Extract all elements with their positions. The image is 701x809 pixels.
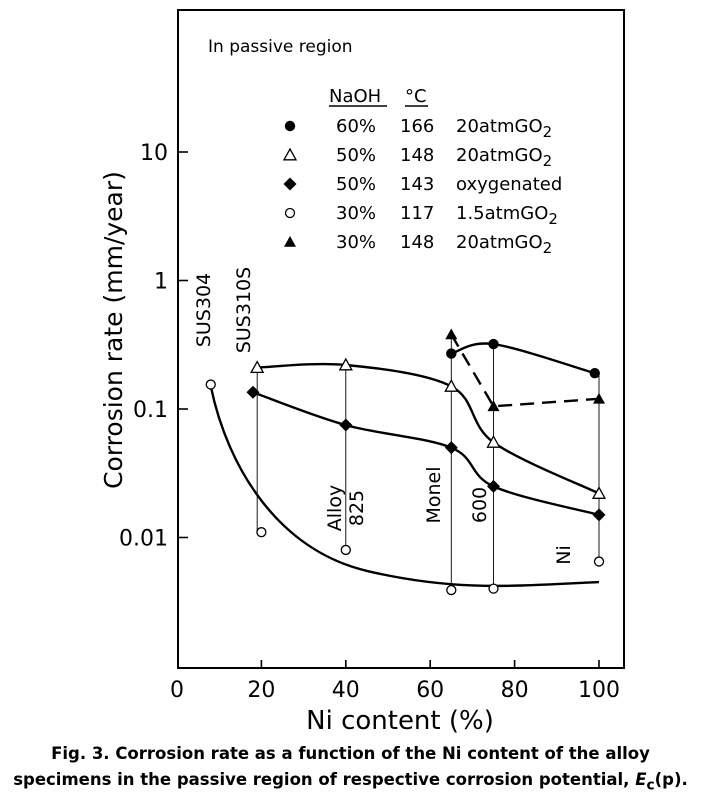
data-point-open-circle: [256, 527, 267, 538]
y-axis-label: Corrosion rate (mm/year): [99, 171, 128, 489]
legend-marker-filled-triangle: [284, 236, 296, 247]
data-point-open-triangle: [591, 486, 607, 499]
data-point-filled-triangle: [487, 400, 500, 412]
alloy-label-text: Monel: [423, 466, 445, 523]
series-line-open-circle: [209, 386, 600, 588]
data-point-open-circle: [488, 583, 499, 594]
legend-naoh: 50%: [336, 174, 376, 195]
x-axis-label: Ni content (%): [306, 706, 494, 736]
legend-temp: 117: [400, 203, 434, 224]
data-point-open-circle: [205, 379, 216, 390]
y-tick-label: 1: [154, 270, 168, 295]
alloy-label-text: SUS310S: [233, 267, 255, 353]
alloy-label-text: 600: [469, 487, 491, 523]
legend-marker-open-triangle: [282, 147, 298, 161]
x-tick-label: 0: [170, 678, 184, 703]
legend-naoh: 30%: [336, 232, 376, 253]
drop-lines-layer: [256, 334, 600, 591]
data-point-filled-diamond: [444, 441, 458, 455]
legend-temp: 143: [400, 174, 434, 195]
data-point-open-triangle: [486, 435, 501, 448]
data-point-open-circle: [340, 544, 351, 556]
x-tick-label: 100: [578, 678, 620, 703]
alloy-labels-layer: SUS304 SUS310S Alloy 825 Monel 600 Ni: [193, 267, 575, 565]
legend: NaOH °C 60% 166 20atmGO2 50% 148 20atmGO2 50% 143…: [282, 86, 562, 257]
annotation-passive-region: In passive region: [208, 37, 353, 57]
legend-condition-subscript: 2: [543, 123, 553, 141]
caption-symbol: E: [635, 770, 647, 789]
legend-condition-subscript: 2: [548, 210, 558, 228]
legend-condition: 20atmGO2: [456, 232, 552, 257]
alloy-label-text-line2: 825: [346, 490, 368, 526]
data-point-open-circle: [593, 556, 605, 567]
caption-line-2-end: (p).: [654, 770, 688, 789]
legend-marker-filled-diamond: [283, 177, 297, 191]
caption-line-2: specimens in the passive region of respe…: [0, 767, 701, 798]
markers-layer: [205, 328, 607, 596]
data-point-filled-triangle: [593, 392, 605, 404]
curves-layer: [209, 333, 600, 588]
data-point-filled-diamond: [339, 418, 353, 432]
x-tick-label: 20: [247, 678, 275, 703]
x-tick-label: 80: [501, 678, 529, 703]
legend-temp: 148: [400, 232, 434, 253]
alloy-label-text: Alloy: [324, 485, 346, 531]
series-line-filled-triangle: [450, 333, 600, 408]
data-point-filled-diamond: [246, 385, 260, 399]
legend-naoh: 50%: [336, 145, 376, 166]
alloy-label-text: Ni: [553, 545, 575, 565]
legend-condition: 1.5atmGO2: [456, 203, 558, 228]
y-tick-label: 10: [140, 141, 168, 166]
legend-naoh: 30%: [336, 203, 376, 224]
alloy-label-text: SUS304: [193, 273, 215, 347]
data-point-open-triangle: [250, 360, 265, 374]
data-point-filled-diamond: [592, 508, 606, 522]
y-tick-label: 0.01: [119, 527, 168, 552]
alloy-label: 600: [469, 487, 491, 523]
data-point-filled-circle: [589, 367, 600, 379]
data-point-filled-circle: [488, 338, 499, 350]
y-tick-label: 0.1: [133, 398, 168, 423]
corrosion-rate-chart: 0 20 40 60 80 100 0.01 0.1 1 10 SUS304 SUS310S Allo…: [99, 9, 625, 736]
alloy-label: SUS304: [193, 273, 215, 347]
axes-layer: 0 20 40 60 80 100 0.01 0.1 1 10: [119, 141, 620, 703]
figure-caption: Fig. 3. Corrosion rate as a function of …: [0, 741, 701, 798]
caption-line-2-text: specimens in the passive region of respe…: [13, 770, 636, 789]
alloy-label: Monel: [423, 466, 445, 523]
legend-marker-filled-circle: [284, 120, 296, 132]
x-tick-label: 60: [416, 678, 444, 703]
caption-symbol-subscript: c: [646, 777, 655, 794]
caption-line-1: Fig. 3. Corrosion rate as a function of …: [51, 744, 650, 763]
data-point-open-triangle: [444, 379, 459, 392]
alloy-label: Alloy 825: [324, 485, 368, 531]
legend-temp: 166: [400, 116, 434, 137]
x-tick-label: 40: [332, 678, 360, 703]
legend-header-temp: °C: [405, 86, 427, 107]
alloy-label: SUS310S: [233, 267, 255, 353]
legend-condition-subscript: 2: [543, 239, 553, 257]
legend-temp: 148: [400, 145, 434, 166]
legend-condition: 20atmGO2: [456, 145, 552, 170]
legend-condition-subscript: 2: [543, 152, 553, 170]
data-point-open-triangle: [338, 357, 353, 371]
legend-marker-open-circle: [284, 207, 296, 219]
legend-naoh: 60%: [336, 116, 376, 137]
series-line-filled-circle: [450, 342, 596, 375]
data-point-filled-diamond: [487, 479, 500, 493]
plot-frame: [177, 9, 625, 669]
legend-condition: oxygenated: [456, 174, 562, 195]
legend-condition: 20atmGO2: [456, 116, 552, 141]
alloy-label: Ni: [553, 545, 575, 565]
legend-header-naoh: NaOH: [329, 86, 381, 107]
data-point-open-circle: [446, 584, 457, 596]
data-point-filled-circle: [446, 348, 457, 359]
data-point-filled-triangle: [445, 328, 458, 340]
